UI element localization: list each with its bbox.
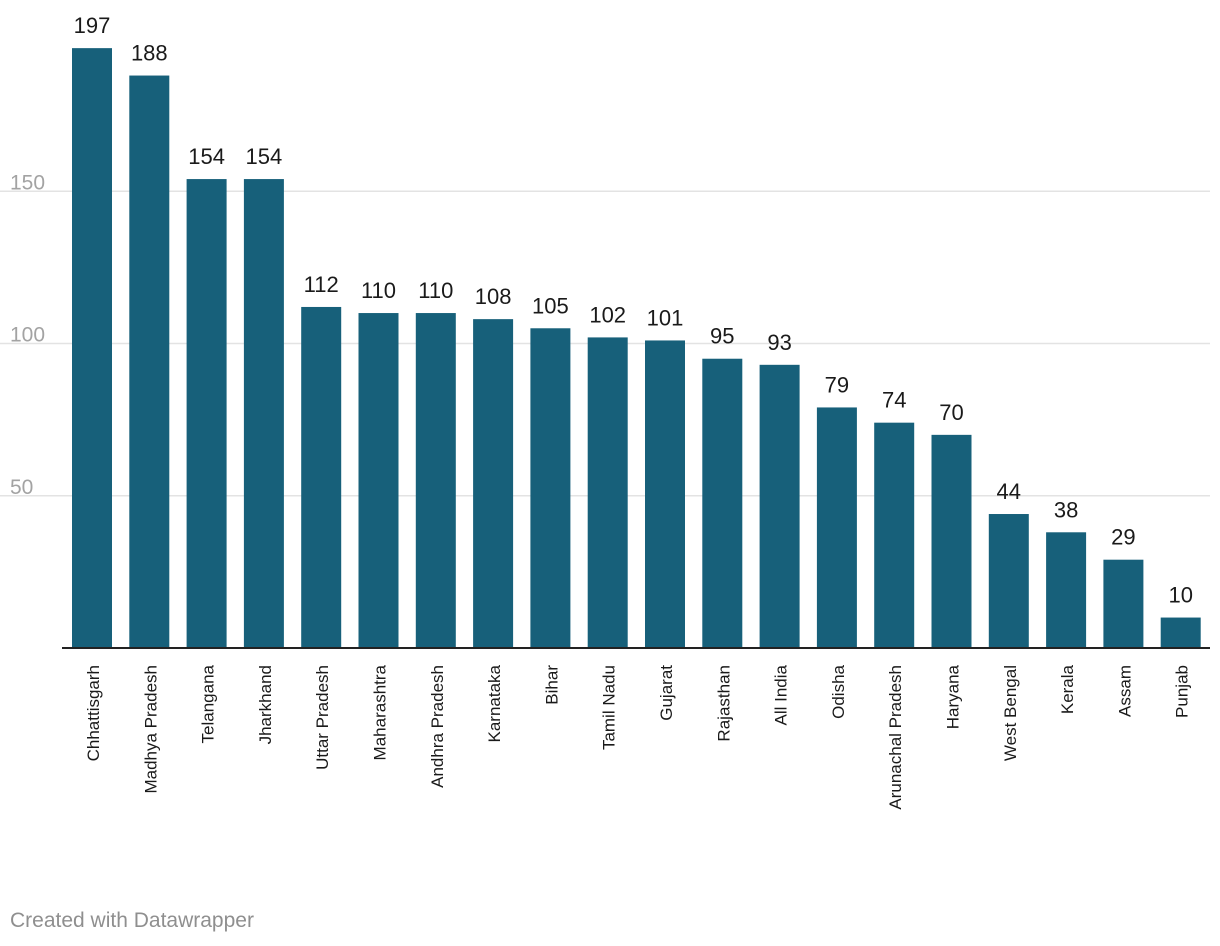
bar	[702, 358, 743, 648]
value-label: 197	[74, 13, 111, 38]
bar	[473, 319, 514, 648]
value-label: 108	[475, 284, 512, 309]
value-label: 79	[825, 372, 849, 397]
category-label: Assam	[1115, 665, 1134, 717]
bar	[243, 179, 284, 648]
category-label: All India	[772, 664, 791, 725]
bar	[530, 328, 571, 648]
category-label: Arunachal Pradesh	[886, 665, 905, 810]
value-label: 112	[304, 272, 339, 297]
bar	[72, 48, 112, 648]
category-label: Odisha	[829, 664, 848, 718]
y-tick-label: 150	[10, 171, 45, 194]
category-label: Rajasthan	[714, 665, 733, 742]
category-label: Bihar	[542, 665, 561, 705]
value-label: 74	[882, 388, 906, 413]
bar	[186, 179, 227, 648]
bar	[358, 313, 399, 648]
value-label: 102	[589, 302, 626, 327]
category-label: West Bengal	[1001, 665, 1020, 761]
category-label: Haryana	[944, 664, 963, 729]
value-label: 105	[532, 293, 569, 318]
category-label: Uttar Pradesh	[313, 665, 332, 770]
bar	[816, 407, 857, 648]
value-label: 29	[1111, 525, 1135, 550]
value-labels: 197 188 154 154 112 110 110 108 105 102 101 95 93 79 7…	[74, 13, 1193, 607]
category-label: Chhattisgarh	[84, 665, 103, 761]
bars	[72, 48, 1201, 649]
bar	[1160, 617, 1201, 648]
bar	[874, 422, 915, 648]
value-label: 95	[710, 324, 734, 349]
category-label: Tamil Nadu	[600, 665, 619, 750]
credit-text: Created with Datawrapper	[10, 909, 254, 932]
bar	[1046, 532, 1087, 648]
value-label: 110	[361, 278, 396, 303]
value-label: 70	[939, 400, 963, 425]
category-label: Andhra Pradesh	[428, 665, 447, 788]
value-label: 188	[131, 41, 168, 66]
category-label: Jharkhand	[256, 665, 275, 744]
value-label: 93	[767, 330, 791, 355]
x-axis: Chhattisgarh Madhya Pradesh Telangana Jhark…	[62, 647, 1210, 810]
y-tick-label: 100	[10, 324, 45, 347]
category-label: Madhya Pradesh	[141, 665, 160, 794]
bar	[587, 337, 628, 648]
value-label: 38	[1054, 497, 1078, 522]
value-label: 101	[647, 305, 684, 330]
bar	[1103, 559, 1144, 648]
bar	[415, 313, 456, 648]
bar	[759, 364, 800, 648]
category-label: Punjab	[1173, 665, 1192, 718]
value-label: 44	[997, 479, 1021, 504]
y-tick-label: 50	[10, 476, 33, 499]
value-label: 154	[246, 144, 283, 169]
category-label: Gujarat	[657, 665, 676, 721]
bar	[301, 306, 342, 648]
category-label: Kerala	[1058, 664, 1077, 714]
value-label: 10	[1168, 583, 1192, 608]
bar	[988, 514, 1029, 648]
bar	[129, 75, 170, 649]
value-label: 154	[188, 144, 225, 169]
bar	[931, 434, 972, 648]
value-label: 110	[418, 278, 453, 303]
category-label: Karnataka	[485, 664, 504, 742]
category-label: Maharashtra	[371, 664, 390, 760]
category-label: Telangana	[199, 664, 218, 743]
bar	[645, 340, 685, 648]
